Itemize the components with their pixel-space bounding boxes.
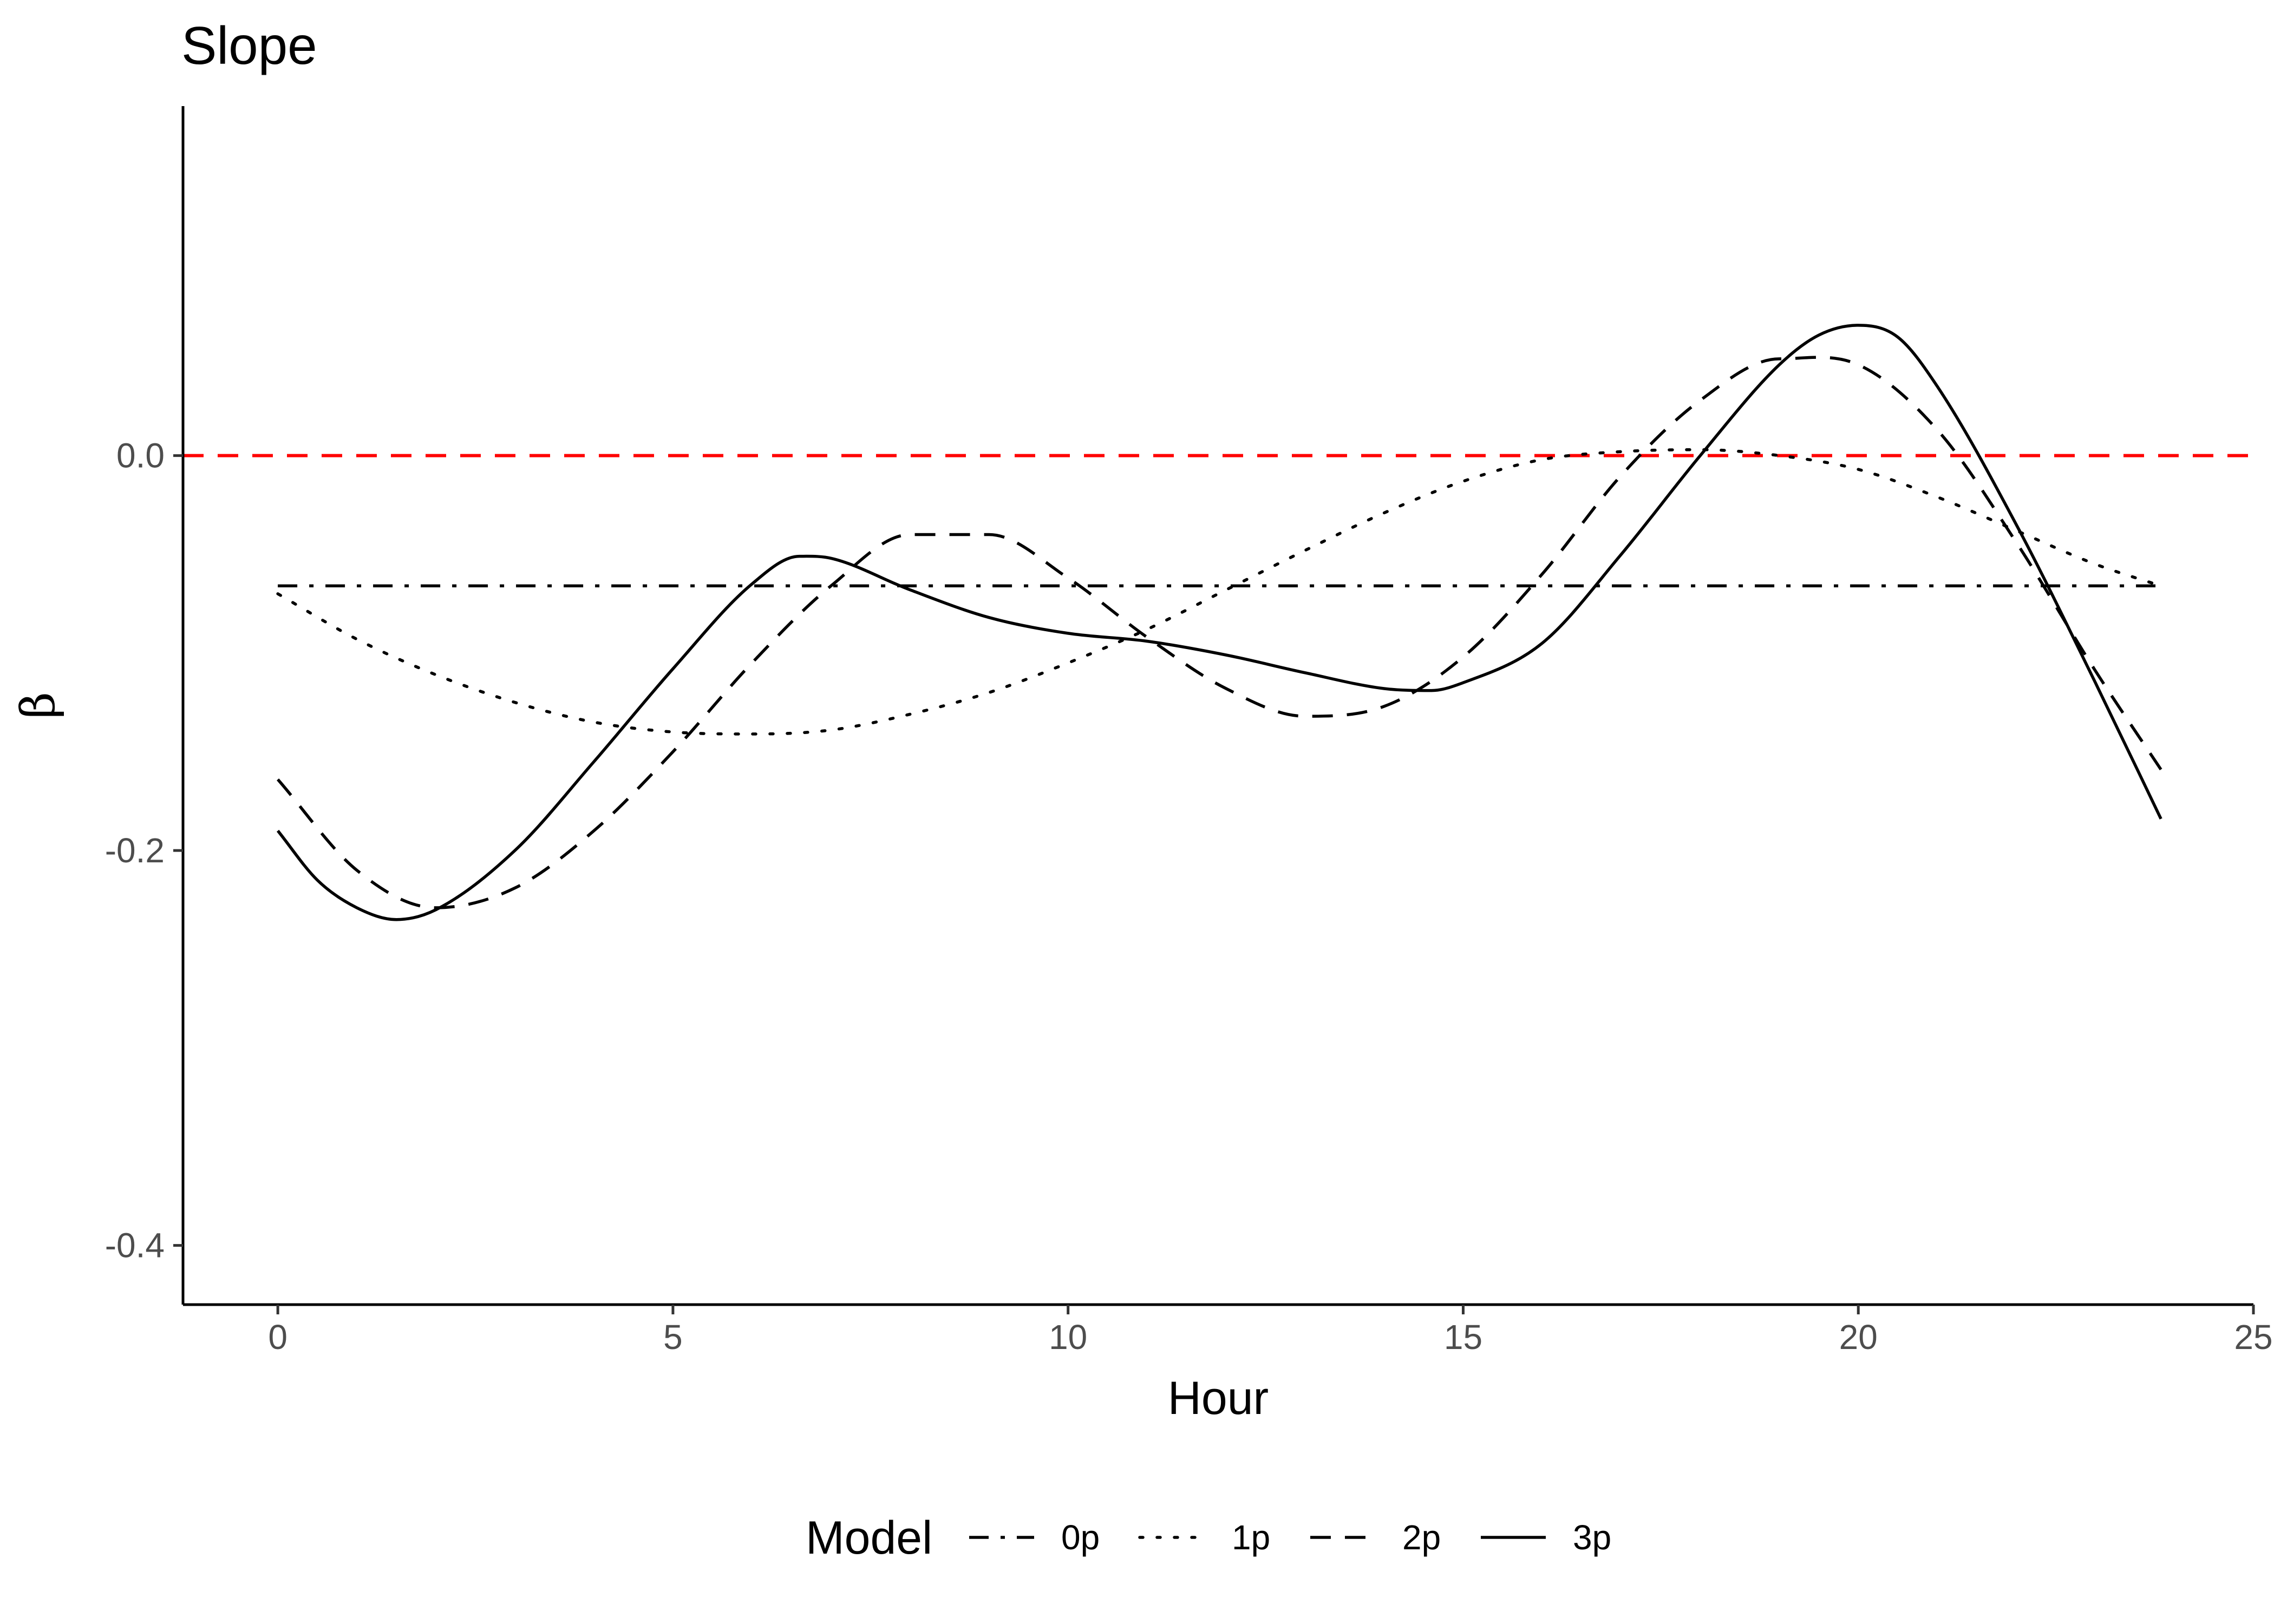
x-tick-label: 20 [1839, 1318, 1878, 1357]
legend-label-1p: 1p [1232, 1518, 1270, 1557]
series-line-1p [276, 448, 2162, 736]
legend: Model 0p 1p 2p 3p [806, 1512, 1611, 1564]
y-tick-label: 0.0 [116, 436, 165, 475]
x-tick-label: 0 [268, 1318, 287, 1357]
legend-label-0p: 0p [1061, 1518, 1100, 1557]
y-axis-title: β [11, 692, 66, 719]
legend-label-3p: 3p [1573, 1518, 1611, 1557]
axes: 0 5 10 15 20 25 -0.4 -0.2 0.0 [105, 106, 2273, 1357]
series-line-2p [277, 356, 2162, 909]
series-line-3p [276, 324, 2162, 921]
x-tick-label: 25 [2234, 1318, 2272, 1357]
x-tick-label: 15 [1444, 1318, 1482, 1357]
x-tick-label: 10 [1049, 1318, 1087, 1357]
legend-label-2p: 2p [1402, 1518, 1441, 1557]
legend-title: Model [806, 1512, 932, 1564]
plot-area [183, 324, 2253, 921]
chart-title: Slope [181, 16, 317, 75]
y-tick-label: -0.2 [105, 831, 165, 870]
x-axis-title: Hour [1168, 1372, 1269, 1424]
x-tick-label: 5 [663, 1318, 683, 1357]
y-tick-label: -0.4 [105, 1226, 165, 1265]
